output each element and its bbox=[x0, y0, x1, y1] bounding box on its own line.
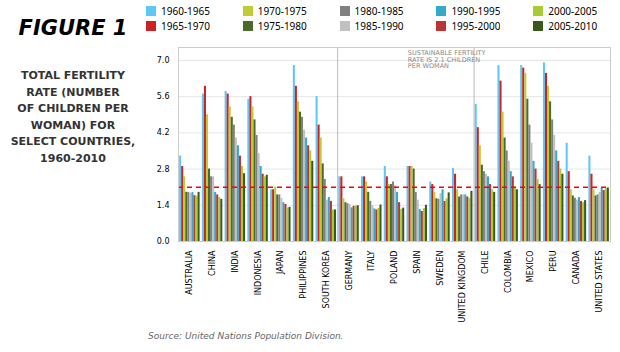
svg-text:UNITED STATES: UNITED STATES bbox=[595, 251, 604, 313]
html-text:1970-1975: 1970-1975 bbox=[257, 4, 307, 18]
svg-text:POLAND: POLAND bbox=[390, 251, 399, 284]
html-text:1985-1990: 1985-1990 bbox=[354, 19, 404, 33]
svg-text:SUSTAINABLE FERTILITYRATE IS 2: SUSTAINABLE FERTILITYRATE IS 2.1 CHILDRE… bbox=[408, 49, 486, 70]
html-text:1980-1985: 1980-1985 bbox=[354, 4, 404, 18]
svg-text:CANADA: CANADA bbox=[572, 250, 581, 285]
svg-text:2.8: 2.8 bbox=[157, 165, 170, 174]
svg-text:COLOMBIA: COLOMBIA bbox=[504, 250, 513, 293]
html-text:1960-1965: 1960-1965 bbox=[161, 4, 210, 18]
svg-text:7.0: 7.0 bbox=[157, 56, 170, 65]
html-text:FIGURE 1: FIGURE 1 bbox=[18, 16, 128, 40]
svg-text:CHILE: CHILE bbox=[481, 251, 490, 274]
svg-text:AUSTRALIA: AUSTRALIA bbox=[185, 250, 194, 295]
svg-text:5.6: 5.6 bbox=[157, 92, 170, 101]
svg-text:INDONESIA: INDONESIA bbox=[254, 250, 263, 295]
html-text:Source: United Nations Populat: Source: United Nations Population Divisi… bbox=[148, 331, 344, 341]
svg-text:JAPAN: JAPAN bbox=[276, 250, 285, 274]
svg-text:MEXICO: MEXICO bbox=[526, 251, 535, 283]
html-text:1990-1995: 1990-1995 bbox=[451, 4, 501, 18]
svg-text:ITALY: ITALY bbox=[367, 250, 376, 270]
svg-text:PHILIPPINES: PHILIPPINES bbox=[299, 251, 308, 299]
svg-text:4.2: 4.2 bbox=[157, 128, 170, 137]
html-text:2000-2005: 2000-2005 bbox=[548, 4, 598, 18]
svg-text:INDIA: INDIA bbox=[231, 250, 240, 273]
html-text:1995-2000: 1995-2000 bbox=[451, 19, 501, 33]
html-text:2005-2010: 2005-2010 bbox=[548, 19, 598, 33]
html-text:1965-1970: 1965-1970 bbox=[161, 19, 210, 33]
svg-text:CHINA: CHINA bbox=[208, 250, 217, 276]
html-text:TOTAL FERTILITY RATE (NUMBER O: TOTAL FERTILITY RATE (NUMBER OF CHILDREN… bbox=[10, 69, 136, 165]
svg-text:GERMANY: GERMANY bbox=[345, 250, 354, 290]
svg-text:UNITED KINGDOM: UNITED KINGDOM bbox=[458, 250, 467, 322]
svg-text:SPAIN: SPAIN bbox=[413, 250, 422, 273]
svg-text:1.4: 1.4 bbox=[157, 201, 170, 210]
svg-text:PERU: PERU bbox=[549, 250, 558, 271]
svg-text:0.0: 0.0 bbox=[157, 237, 170, 246]
svg-text:SWEDEN: SWEDEN bbox=[436, 250, 445, 285]
html-text:1975-1980: 1975-1980 bbox=[257, 19, 307, 33]
svg-text:SOUTH KOREA: SOUTH KOREA bbox=[322, 250, 331, 308]
